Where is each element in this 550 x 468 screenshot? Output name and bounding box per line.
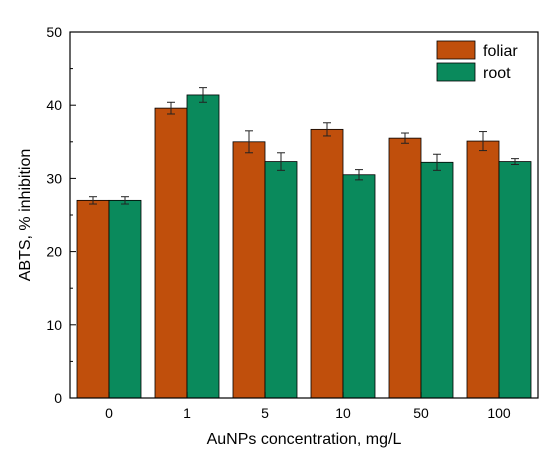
y-tick-label-10: 10	[46, 317, 62, 333]
y-axis: 0 10 20 30 40 50	[46, 24, 76, 406]
error-bar-root-0	[121, 196, 129, 205]
error-bar-foliar-50	[401, 132, 409, 144]
y-axis-label: ABTS, % inhibition	[17, 149, 34, 282]
error-bar-foliar-0	[89, 196, 97, 205]
y-tick-label-0: 0	[54, 390, 62, 406]
y-tick-label-50: 50	[46, 24, 62, 40]
y-tick-label-40: 40	[46, 97, 62, 113]
bar-root-5	[264, 161, 298, 399]
error-bars-layer	[89, 87, 519, 205]
error-bar-foliar-5	[245, 130, 253, 154]
bar-foliar-10	[310, 128, 344, 399]
x-tick-label-1: 1	[183, 405, 191, 421]
error-bar-root-50	[433, 153, 441, 171]
x-tick-label-0: 0	[105, 405, 113, 421]
error-bar-foliar-100	[479, 131, 487, 152]
bar-foliar-1	[154, 107, 188, 399]
bar-root-10	[342, 174, 376, 399]
error-bar-foliar-10	[323, 122, 331, 137]
x-tick-label-100: 100	[487, 405, 511, 421]
error-bar-root-10	[355, 169, 363, 181]
bar-root-0	[108, 199, 142, 399]
legend-swatch-foliar	[436, 40, 476, 60]
legend-swatch-root	[436, 62, 476, 82]
x-axis-label: AuNPs concentration, mg/L	[207, 431, 402, 448]
bar-foliar-5	[232, 141, 266, 399]
x-tick-label-10: 10	[335, 405, 351, 421]
y-tick-label-20: 20	[46, 244, 62, 260]
bar-root-100	[498, 161, 532, 399]
y-tick-label-30: 30	[46, 170, 62, 186]
error-bar-foliar-1	[167, 101, 175, 115]
error-bar-root-1	[199, 87, 207, 103]
bar-foliar-0	[76, 199, 110, 399]
bar-root-50	[420, 161, 454, 399]
legend: foliar root	[436, 40, 518, 82]
x-axis: 0 1 5 10 50 100	[105, 392, 511, 421]
bar-foliar-100	[466, 140, 500, 399]
bar-root-1	[186, 94, 220, 399]
x-tick-label-5: 5	[261, 405, 269, 421]
x-tick-label-50: 50	[413, 405, 429, 421]
error-bar-root-100	[511, 158, 519, 165]
bars-layer	[76, 94, 532, 399]
error-bar-root-5	[277, 152, 285, 171]
legend-label-foliar: foliar	[483, 43, 518, 60]
legend-label-root: root	[483, 65, 511, 82]
bar-foliar-50	[388, 137, 422, 399]
